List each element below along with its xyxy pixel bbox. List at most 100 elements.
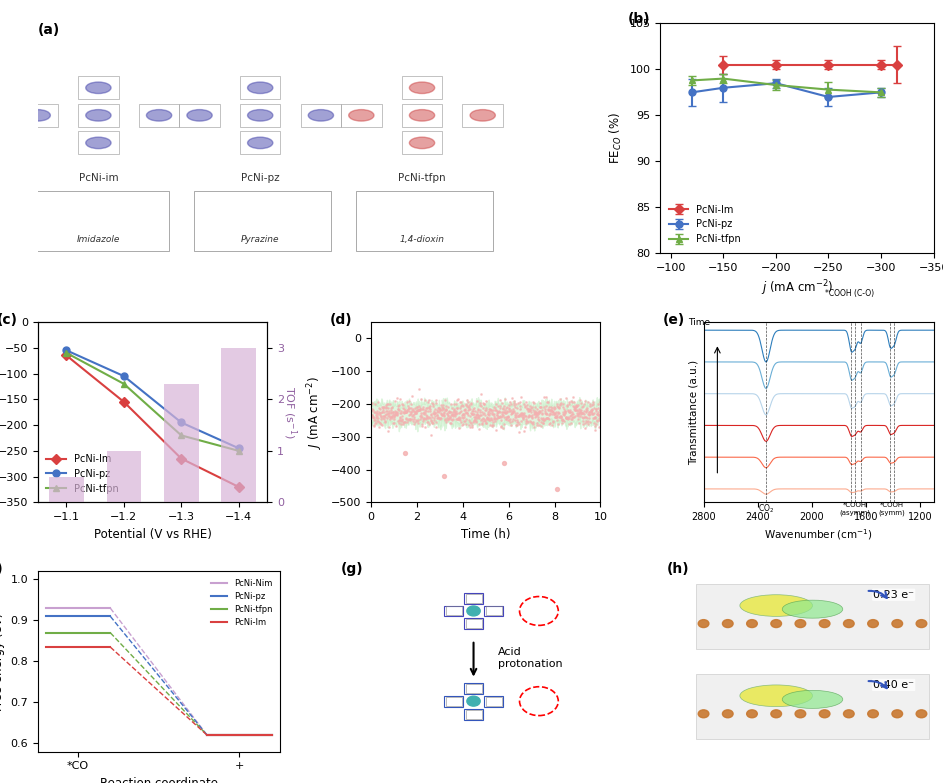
Point (565, 408, 580, 420)
Point (380, 397, 395, 410)
Point (422, 401, 437, 413)
Point (568, 404, 583, 417)
Point (469, 411, 484, 424)
Point (435, 400, 450, 413)
PcNi-pz (175, 418, 187, 428)
PcNi-Im (60, 351, 72, 360)
Point (369, 417, 384, 429)
Point (381, 407, 396, 420)
Point (505, 413, 521, 425)
Point (450, 413, 465, 425)
Point (402, 402, 417, 415)
Point (399, 412, 414, 424)
Point (382, 411, 397, 424)
Point (591, 412, 606, 424)
Point (380, 402, 395, 415)
Point (478, 417, 493, 429)
Point (548, 410, 563, 423)
Point (577, 408, 592, 420)
Point (518, 410, 533, 423)
Point (470, 412, 485, 424)
Point (432, 413, 447, 425)
Point (578, 422, 593, 435)
Point (529, 419, 544, 431)
Point (541, 413, 556, 425)
Point (588, 405, 604, 417)
Point (407, 402, 422, 414)
Point (583, 406, 598, 418)
Point (501, 414, 516, 427)
Point (527, 408, 542, 420)
Point (451, 412, 466, 424)
Point (573, 408, 588, 420)
Point (365, 404, 380, 417)
Ellipse shape (740, 595, 813, 616)
Point (501, 410, 516, 423)
Point (369, 411, 384, 424)
Point (406, 417, 422, 430)
Point (394, 413, 409, 425)
Point (460, 401, 475, 413)
Text: 0.23 e⁻: 0.23 e⁻ (873, 590, 914, 600)
Point (451, 413, 466, 425)
Circle shape (470, 110, 495, 121)
Point (443, 413, 458, 425)
Point (418, 402, 433, 414)
Point (426, 400, 441, 413)
Point (485, 407, 500, 420)
Point (522, 403, 538, 416)
Point (561, 398, 576, 410)
Point (374, 406, 389, 418)
Point (548, 411, 563, 424)
Point (439, 413, 455, 426)
Point (458, 399, 473, 412)
Point (504, 403, 519, 416)
Point (419, 408, 434, 420)
Point (415, 407, 430, 420)
Point (465, 408, 480, 420)
Point (421, 405, 436, 417)
Point (500, 401, 515, 413)
Point (409, 400, 424, 413)
Point (410, 404, 425, 417)
Point (419, 402, 434, 414)
Point (430, 412, 445, 424)
Point (565, 395, 580, 408)
Point (538, 403, 553, 416)
Point (505, 402, 521, 415)
Point (498, 406, 513, 419)
Point (518, 399, 533, 412)
Point (541, 401, 556, 413)
Point (532, 401, 547, 413)
Circle shape (308, 110, 334, 121)
Point (579, 416, 594, 428)
Point (586, 398, 601, 410)
Point (385, 417, 400, 430)
Point (576, 405, 591, 417)
Point (431, 402, 446, 414)
Point (422, 394, 437, 406)
Point (480, 413, 495, 425)
Point (399, 406, 414, 419)
Point (590, 398, 605, 410)
Point (499, 402, 514, 415)
Point (547, 407, 562, 420)
Point (364, 409, 379, 421)
Point (501, 405, 516, 417)
Point (449, 404, 464, 417)
Point (587, 406, 602, 419)
Point (442, 411, 457, 424)
Point (516, 411, 531, 424)
Point (423, 413, 438, 426)
Point (471, 411, 486, 424)
Bar (466, 684, 482, 693)
Point (545, 406, 560, 419)
Point (512, 403, 527, 416)
Point (592, 395, 607, 408)
Point (395, 410, 410, 422)
Point (502, 402, 517, 415)
Point (398, 447, 413, 460)
Point (545, 406, 560, 418)
Bar (466, 709, 482, 719)
Point (441, 406, 456, 418)
